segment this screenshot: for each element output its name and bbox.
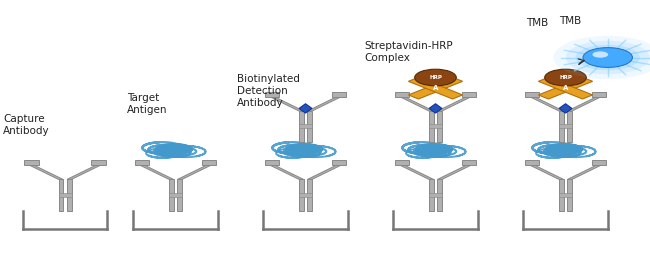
Circle shape [592,51,608,58]
Bar [91,160,105,165]
Bar [25,160,39,165]
Bar [299,193,312,197]
Polygon shape [307,165,341,179]
Text: Streptavidin-HRP
Complex: Streptavidin-HRP Complex [364,41,452,63]
Polygon shape [530,97,564,111]
Text: HRP: HRP [429,75,442,80]
Polygon shape [270,97,304,111]
Bar [525,92,540,97]
Bar [299,179,304,211]
Bar [169,193,182,197]
Circle shape [545,69,586,86]
Circle shape [576,45,640,70]
Polygon shape [559,104,572,113]
Text: HRP: HRP [559,75,572,80]
Bar [169,179,174,211]
Bar [429,179,434,211]
Bar [299,125,312,128]
Polygon shape [270,165,304,179]
Polygon shape [177,165,211,179]
Polygon shape [307,97,341,111]
Polygon shape [67,165,101,179]
Bar [429,125,442,128]
Polygon shape [299,104,312,113]
Bar [462,92,476,97]
Circle shape [553,36,650,79]
Polygon shape [408,77,463,99]
Circle shape [566,41,650,74]
Polygon shape [437,97,471,111]
Polygon shape [400,97,434,111]
Polygon shape [538,77,593,99]
Text: Target
Antigen: Target Antigen [127,93,167,115]
Bar [567,179,572,211]
Bar [559,111,564,142]
Bar [592,160,606,165]
Circle shape [415,69,456,86]
Polygon shape [408,77,463,99]
Text: Biotinylated
Detection
Antibody: Biotinylated Detection Antibody [237,74,300,108]
Bar [299,111,304,142]
Circle shape [583,48,632,67]
Bar [135,160,149,165]
Bar [67,179,72,211]
Bar [332,160,346,165]
Bar [559,179,564,211]
Text: A: A [433,85,438,91]
Bar [592,92,606,97]
Polygon shape [429,104,442,113]
Bar [265,92,280,97]
Text: Capture
Antibody: Capture Antibody [3,114,50,136]
Bar [525,160,540,165]
Polygon shape [437,165,471,179]
Bar [437,179,442,211]
Bar [559,125,572,128]
Text: TMB: TMB [526,18,549,28]
Bar [58,179,63,211]
Text: TMB: TMB [559,16,581,26]
Polygon shape [400,165,434,179]
Bar [265,160,280,165]
Bar [202,160,216,165]
Bar [395,160,410,165]
Bar [429,111,434,142]
Bar [567,111,572,142]
Polygon shape [567,165,601,179]
Bar [177,179,182,211]
Bar [58,193,72,197]
Bar [307,111,312,142]
Bar [429,193,442,197]
Bar [332,92,346,97]
Bar [462,160,476,165]
Bar [559,193,572,197]
Polygon shape [567,97,601,111]
Polygon shape [29,165,63,179]
Bar [437,111,442,142]
Polygon shape [530,165,564,179]
Polygon shape [538,77,593,99]
Polygon shape [140,165,174,179]
Bar [307,179,312,211]
Bar [395,92,410,97]
Text: A: A [563,85,568,91]
